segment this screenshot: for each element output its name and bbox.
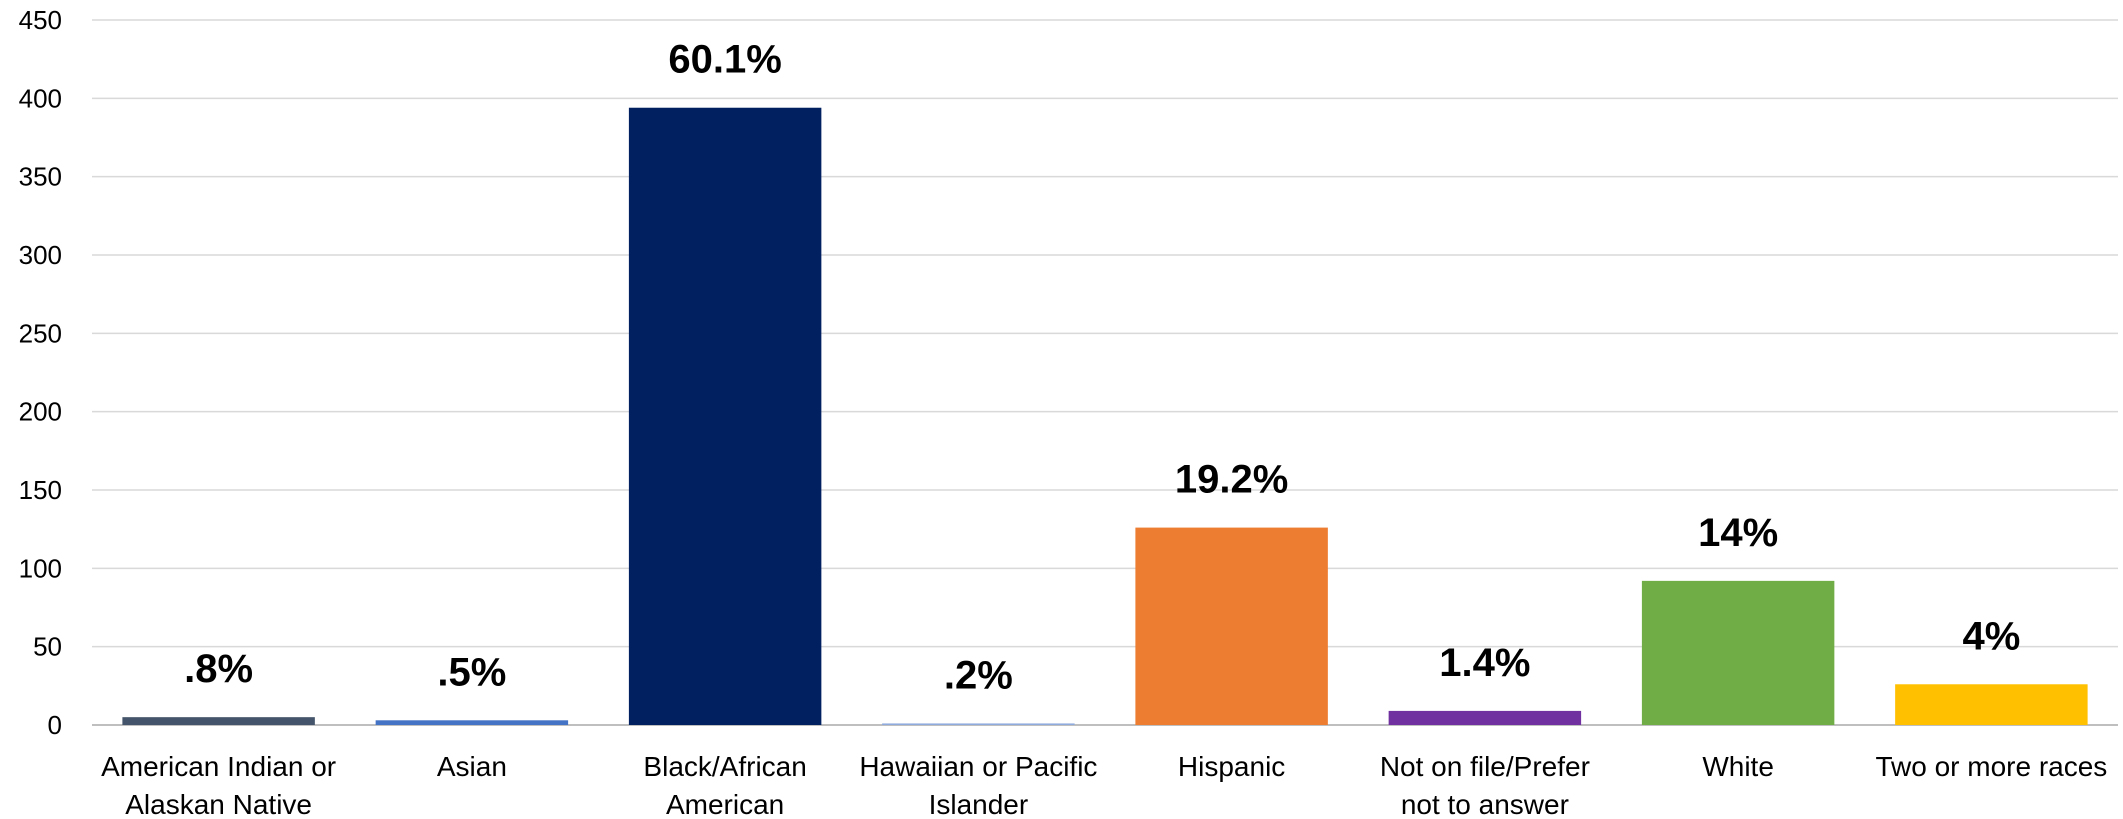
category-label: Two or more races — [1875, 751, 2107, 782]
bar — [1641, 580, 1835, 725]
category-label: Black/African American — [643, 751, 806, 819]
data-label: .5% — [437, 650, 506, 694]
category-label: Not on file/Prefer not to answer — [1380, 751, 1590, 819]
y-axis-ticks: 0 50 100 150 200 250 300 350 400 450 — [19, 5, 62, 740]
category-label-line: Black/African — [643, 751, 806, 782]
data-label: 60.1% — [668, 38, 781, 82]
category-label: American Indian or Alaskan Native — [101, 751, 336, 819]
bar — [122, 717, 315, 725]
category-label-line: Asian — [437, 751, 507, 782]
x-axis-category-labels: American Indian or Alaskan Native Asian Bla… — [101, 751, 2107, 819]
category-label-line: Hawaiian or Pacific — [859, 751, 1097, 782]
y-tick-label: 200 — [19, 397, 62, 427]
y-tick-label: 250 — [19, 318, 62, 348]
bar — [1135, 527, 1328, 725]
category-label: Asian — [437, 751, 507, 782]
data-label: .2% — [944, 653, 1013, 697]
y-tick-label: 50 — [33, 632, 62, 662]
category-label-line: White — [1702, 751, 1774, 782]
category-label: Hispanic — [1178, 751, 1285, 782]
category-label: Hawaiian or Pacific Islander — [859, 751, 1097, 819]
y-tick-label: 300 — [19, 240, 62, 270]
y-tick-label: 150 — [19, 475, 62, 505]
data-label: 1.4% — [1439, 641, 1530, 685]
bars — [122, 107, 2088, 725]
bar — [375, 720, 569, 725]
category-label-line: not to answer — [1401, 789, 1569, 819]
bar — [1895, 684, 2088, 725]
y-tick-label: 100 — [19, 553, 62, 583]
gridlines — [92, 19, 2118, 726]
category-label-line: American Indian or — [101, 751, 336, 782]
y-tick-label: 350 — [19, 162, 62, 192]
category-label-line: Not on file/Prefer — [1380, 751, 1590, 782]
data-label: .8% — [184, 647, 253, 691]
bar — [882, 723, 1075, 725]
data-label: 4% — [1962, 614, 2020, 658]
y-tick-label: 400 — [19, 83, 62, 113]
category-label-line: American — [666, 789, 784, 819]
data-labels: .8% .5% 60.1% .2% 19.2% 1.4% 14% 4% — [184, 38, 2020, 698]
y-tick-label: 0 — [48, 710, 62, 740]
bar — [1388, 710, 1582, 725]
category-label: White — [1702, 751, 1774, 782]
category-label-line: Hispanic — [1178, 751, 1285, 782]
y-tick-label: 450 — [19, 5, 62, 35]
category-label-line: Alaskan Native — [125, 789, 312, 819]
category-label-line: Islander — [929, 789, 1029, 819]
data-label: 19.2% — [1175, 458, 1288, 502]
bar — [628, 107, 822, 725]
data-label: 14% — [1698, 511, 1778, 555]
category-label-line: Two or more races — [1875, 751, 2107, 782]
